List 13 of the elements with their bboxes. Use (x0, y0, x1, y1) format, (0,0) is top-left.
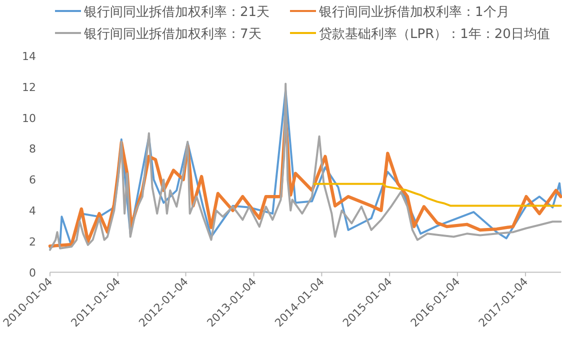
y-tick-label: 10 (22, 112, 36, 125)
y-tick-label: 4 (29, 204, 36, 218)
y-tick-label: 6 (29, 174, 36, 187)
legend-label: 银行间同业拆借加权利率：1个月 (318, 4, 510, 20)
y-tick-label: 8 (29, 142, 36, 156)
y-tick-label: 12 (22, 80, 36, 94)
legend-label: 银行间同业拆借加权利率：21天 (83, 4, 270, 20)
line-series (313, 182, 562, 207)
y-tick-label: 0 (29, 266, 36, 280)
legend-label: 银行间同业拆借加权利率：7天 (83, 26, 262, 42)
legend-label: 贷款基础利率（LPR）：1年：20日均值 (319, 26, 550, 42)
y-tick-label: 2 (29, 235, 36, 248)
y-tick-label: 14 (22, 50, 36, 63)
